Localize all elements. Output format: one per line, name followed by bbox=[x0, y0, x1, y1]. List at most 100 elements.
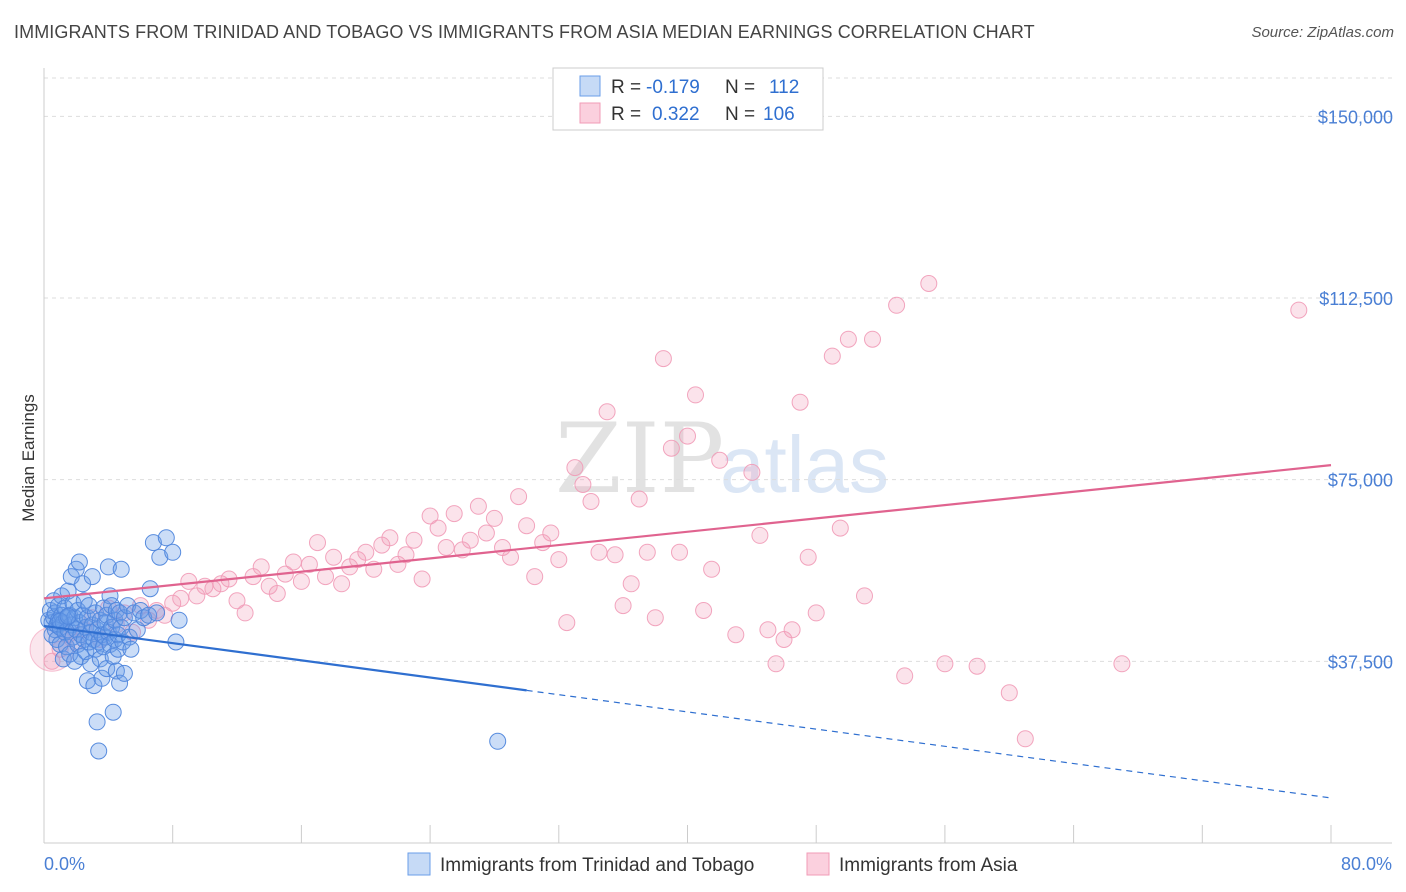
asia-point bbox=[252, 558, 270, 576]
asia-point bbox=[405, 531, 423, 549]
asia-point bbox=[317, 568, 334, 586]
trinidad-trend-extension bbox=[526, 689, 1332, 799]
trinidad-point bbox=[75, 592, 93, 610]
asia-point bbox=[727, 626, 745, 644]
y-tick-label-1: $75,000 bbox=[1328, 471, 1393, 491]
x-tick-label-min: 0.0% bbox=[44, 854, 85, 874]
asia-point bbox=[896, 667, 914, 685]
asia-point bbox=[630, 490, 648, 508]
trinidad-point bbox=[88, 713, 106, 731]
asia-point bbox=[856, 587, 873, 605]
asia-point bbox=[268, 585, 286, 602]
asia-point bbox=[397, 546, 415, 564]
trinidad-point bbox=[112, 560, 130, 578]
trinidad-point bbox=[111, 674, 129, 692]
asia-point bbox=[920, 275, 938, 292]
asia-point bbox=[461, 531, 479, 549]
trinidad-point bbox=[90, 742, 108, 760]
asia-point bbox=[864, 330, 881, 348]
asia-point bbox=[518, 517, 536, 535]
asia-point bbox=[325, 548, 343, 566]
trinidad-point bbox=[104, 703, 122, 721]
asia-point bbox=[477, 524, 495, 542]
asia-point bbox=[582, 493, 600, 510]
trend-lines bbox=[43, 464, 1332, 799]
asia-point bbox=[743, 463, 761, 481]
trinidad-point bbox=[122, 640, 140, 658]
trinidad-point bbox=[157, 529, 175, 547]
trinidad-point bbox=[148, 604, 166, 622]
asia-point bbox=[164, 594, 182, 612]
trinidad-point bbox=[99, 558, 117, 576]
asia-point bbox=[172, 589, 190, 607]
trinidad-point bbox=[83, 568, 101, 586]
asia-point bbox=[300, 555, 318, 573]
asia-point bbox=[695, 602, 713, 619]
asia-point bbox=[558, 614, 576, 632]
legend-r-label-2: R = bbox=[611, 104, 641, 125]
asia-point bbox=[590, 543, 608, 561]
series-asia-points bbox=[29, 275, 1308, 748]
asia-point bbox=[606, 546, 624, 564]
x-tick-label-max: 80.0% bbox=[1341, 854, 1392, 874]
trinidad-point bbox=[144, 534, 162, 552]
watermark: ZIP atlas bbox=[555, 403, 889, 515]
asia-point bbox=[469, 497, 487, 515]
legend-swatch-blue bbox=[579, 75, 601, 97]
watermark-zip: ZIP bbox=[555, 403, 724, 515]
legend-r-value-1: -0.179 bbox=[646, 77, 700, 98]
asia-point bbox=[333, 575, 351, 593]
asia-point bbox=[936, 655, 954, 673]
asia-point bbox=[413, 570, 431, 588]
y-tick-label-0: $37,500 bbox=[1328, 652, 1393, 672]
legend-r-label-1: R = bbox=[611, 77, 641, 98]
y-tick-label-3: $150,000 bbox=[1318, 107, 1393, 127]
asia-point bbox=[598, 403, 616, 421]
trinidad-point bbox=[74, 575, 92, 593]
trinidad-point bbox=[489, 732, 507, 750]
asia-point bbox=[831, 519, 849, 537]
asia-point bbox=[1000, 684, 1018, 702]
asia-point bbox=[767, 655, 785, 673]
asia-point bbox=[51, 640, 69, 658]
trinidad-point bbox=[72, 648, 90, 665]
y-tick-labels: $37,500 $75,000 $112,500 $150,000 bbox=[1318, 107, 1393, 672]
asia-point bbox=[526, 568, 544, 586]
asia-point bbox=[284, 553, 302, 571]
asia-point bbox=[292, 572, 310, 590]
asia-point bbox=[510, 488, 528, 506]
trinidad-trend-line bbox=[43, 624, 527, 692]
x-ticks bbox=[43, 825, 1332, 843]
asia-point bbox=[703, 560, 721, 578]
asia-point bbox=[485, 509, 503, 527]
asia-point bbox=[421, 507, 439, 525]
asia-point bbox=[783, 621, 801, 639]
asia-point bbox=[679, 427, 696, 445]
asia-point bbox=[566, 459, 584, 477]
asia-point bbox=[228, 592, 246, 610]
chart-source: Source: ZipAtlas.com bbox=[1251, 24, 1394, 41]
legend-swatch-pink bbox=[579, 102, 601, 124]
asia-point bbox=[687, 386, 704, 404]
asia-point bbox=[888, 296, 906, 314]
asia-point bbox=[751, 526, 769, 544]
asia-point bbox=[638, 543, 656, 561]
asia-point bbox=[381, 529, 399, 547]
asia-point bbox=[1113, 655, 1131, 673]
trinidad-point bbox=[70, 553, 88, 571]
asia-point bbox=[799, 548, 817, 566]
asia-point bbox=[180, 572, 198, 590]
trinidad-point bbox=[59, 607, 77, 625]
asia-point bbox=[236, 604, 254, 622]
trinidad-point bbox=[93, 669, 111, 687]
asia-point bbox=[614, 597, 632, 615]
legend-n-value-1: 112 bbox=[769, 77, 799, 98]
legend-item-trinidad: Immigrants from Trinidad and Tobago bbox=[440, 855, 754, 876]
legend-r-value-2: 0.322 bbox=[652, 104, 700, 125]
legend-n-value-2: 106 bbox=[763, 104, 795, 125]
asia-trend-line bbox=[43, 464, 1332, 600]
asia-point bbox=[671, 543, 688, 561]
asia-point bbox=[823, 347, 841, 365]
asia-point bbox=[662, 439, 680, 457]
